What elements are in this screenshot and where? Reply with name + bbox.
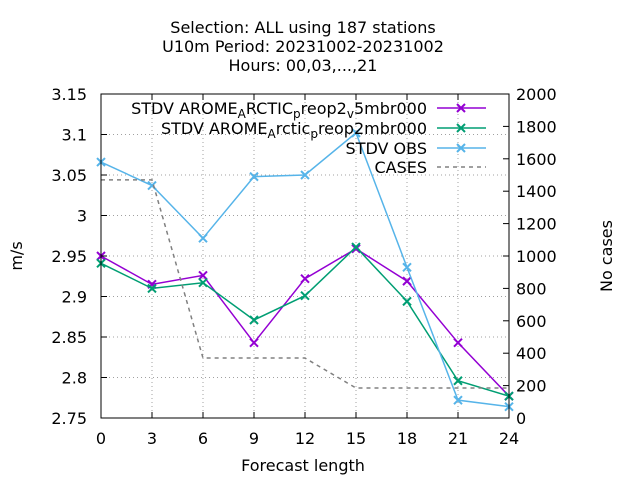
series-point-stroke bbox=[402, 296, 412, 307]
y-tick-label: 2.95 bbox=[51, 247, 87, 266]
series-point-stroke bbox=[351, 244, 361, 254]
series-point-stroke bbox=[249, 315, 259, 325]
y-axis-label: m/s bbox=[7, 241, 26, 270]
y2-tick-label: 400 bbox=[516, 344, 547, 363]
legend-label-part: rctic bbox=[276, 119, 311, 138]
y2-tick-label: 600 bbox=[516, 312, 547, 331]
axes: 0 3 6 9 12 15 18 21 24 2.75 2.8 2.85 2.9 2.95 3 3.05 3.1… bbox=[51, 85, 556, 448]
x-tick-label: 15 bbox=[346, 429, 366, 448]
series-point-stroke bbox=[402, 276, 412, 286]
x-tick-label: 21 bbox=[448, 429, 468, 448]
legend-marker-stroke bbox=[456, 143, 466, 153]
legend-label: CASES bbox=[374, 158, 427, 177]
x-tick-label: 3 bbox=[147, 429, 157, 448]
y-tick-label: 3 bbox=[77, 207, 87, 226]
legend-label-part: p bbox=[310, 127, 318, 141]
legend-entry-2: STDV AROMEArcticpreop2mbr000 bbox=[161, 119, 486, 141]
legend-label-part: reop2mbr000 bbox=[318, 119, 427, 138]
series-3 bbox=[96, 128, 514, 412]
legend-label: STDV AROMEARCTICpreop2v5mbr000 bbox=[131, 99, 427, 121]
y-tick-label: 2.75 bbox=[51, 409, 87, 428]
series-point-stroke bbox=[198, 270, 208, 281]
series-point-stroke bbox=[351, 242, 361, 252]
legend-label-part: v bbox=[347, 107, 354, 121]
x-axis-label: Forecast length bbox=[241, 456, 365, 475]
series-point-stroke bbox=[249, 337, 259, 348]
series-point-stroke bbox=[198, 278, 208, 288]
series-4 bbox=[101, 179, 509, 389]
series-line bbox=[101, 179, 509, 389]
legend-label-part: STDV AROME bbox=[161, 119, 268, 138]
x-tick-label: 0 bbox=[96, 429, 106, 448]
legend-marker-stroke bbox=[456, 123, 466, 133]
series-point-stroke bbox=[351, 128, 361, 138]
legend-entry-3: STDV OBS bbox=[346, 139, 486, 158]
y2-tick-label: 1800 bbox=[516, 117, 557, 136]
y2-tick-label: 800 bbox=[516, 279, 547, 298]
series-point-stroke bbox=[249, 171, 259, 182]
series-point-stroke bbox=[453, 376, 463, 386]
legend-label-part: CASES bbox=[374, 158, 427, 177]
y2-tick-label: 1400 bbox=[516, 182, 557, 201]
y-tick-label: 2.9 bbox=[62, 288, 87, 307]
series-point-stroke bbox=[453, 337, 463, 348]
legend-entry-4: CASES bbox=[374, 158, 486, 177]
x-tick-label: 6 bbox=[198, 429, 208, 448]
title-line-2: U10m Period: 20231002-20231002 bbox=[162, 37, 444, 56]
series-point-stroke bbox=[198, 233, 208, 243]
series-point-stroke bbox=[402, 262, 412, 273]
legend-label: STDV AROMEArcticpreop2mbr000 bbox=[161, 119, 427, 141]
legend-label-part: STDV OBS bbox=[346, 139, 427, 158]
grid-lines bbox=[101, 94, 509, 418]
y2-tick-label: 1000 bbox=[516, 247, 557, 266]
x-tick-label: 9 bbox=[249, 429, 259, 448]
legend-label-part: A bbox=[268, 127, 277, 141]
legend-label-part: reop2 bbox=[301, 99, 347, 118]
legend-label-part: p bbox=[293, 107, 301, 121]
series-point-stroke bbox=[300, 170, 310, 180]
x-tick-label: 18 bbox=[397, 429, 417, 448]
y-tick-label: 3.05 bbox=[51, 166, 87, 185]
chart-title: Selection: ALL using 187 stations U10m P… bbox=[162, 18, 444, 75]
series-point-stroke bbox=[453, 395, 463, 405]
legend-marker-stroke bbox=[456, 103, 466, 113]
y2-axis-label: No cases bbox=[597, 220, 616, 292]
legend-entry-1: STDV AROMEARCTICpreop2v5mbr000 bbox=[131, 99, 486, 121]
y2-tick-label: 2000 bbox=[516, 85, 557, 104]
series-point-stroke bbox=[300, 290, 310, 301]
y-tick-label: 2.85 bbox=[51, 328, 87, 347]
y2-tick-label: 1600 bbox=[516, 150, 557, 169]
x-tick-label: 12 bbox=[295, 429, 315, 448]
y2-tick-label: 200 bbox=[516, 377, 547, 396]
x-tick-label: 24 bbox=[499, 429, 519, 448]
y2-tick-label: 0 bbox=[516, 409, 526, 428]
y-tick-label: 3.15 bbox=[51, 85, 87, 104]
series-layer bbox=[96, 128, 514, 412]
series-point-stroke bbox=[147, 283, 157, 294]
legend-label: STDV OBS bbox=[346, 139, 427, 158]
legend-label-part: STDV AROME bbox=[131, 99, 238, 118]
y2-tick-label: 1200 bbox=[516, 215, 557, 234]
legend-label-part: 5mbr000 bbox=[354, 99, 427, 118]
legend-label-part: RCTIC bbox=[246, 99, 293, 118]
y-tick-label: 3.1 bbox=[62, 126, 87, 145]
y-tick-label: 2.8 bbox=[62, 369, 87, 388]
legend-label-part: A bbox=[238, 107, 247, 121]
series-point-stroke bbox=[147, 180, 157, 191]
title-line-1: Selection: ALL using 187 stations bbox=[170, 18, 435, 37]
title-line-3: Hours: 00,03,...,21 bbox=[229, 56, 378, 75]
series-point-stroke bbox=[300, 273, 310, 284]
